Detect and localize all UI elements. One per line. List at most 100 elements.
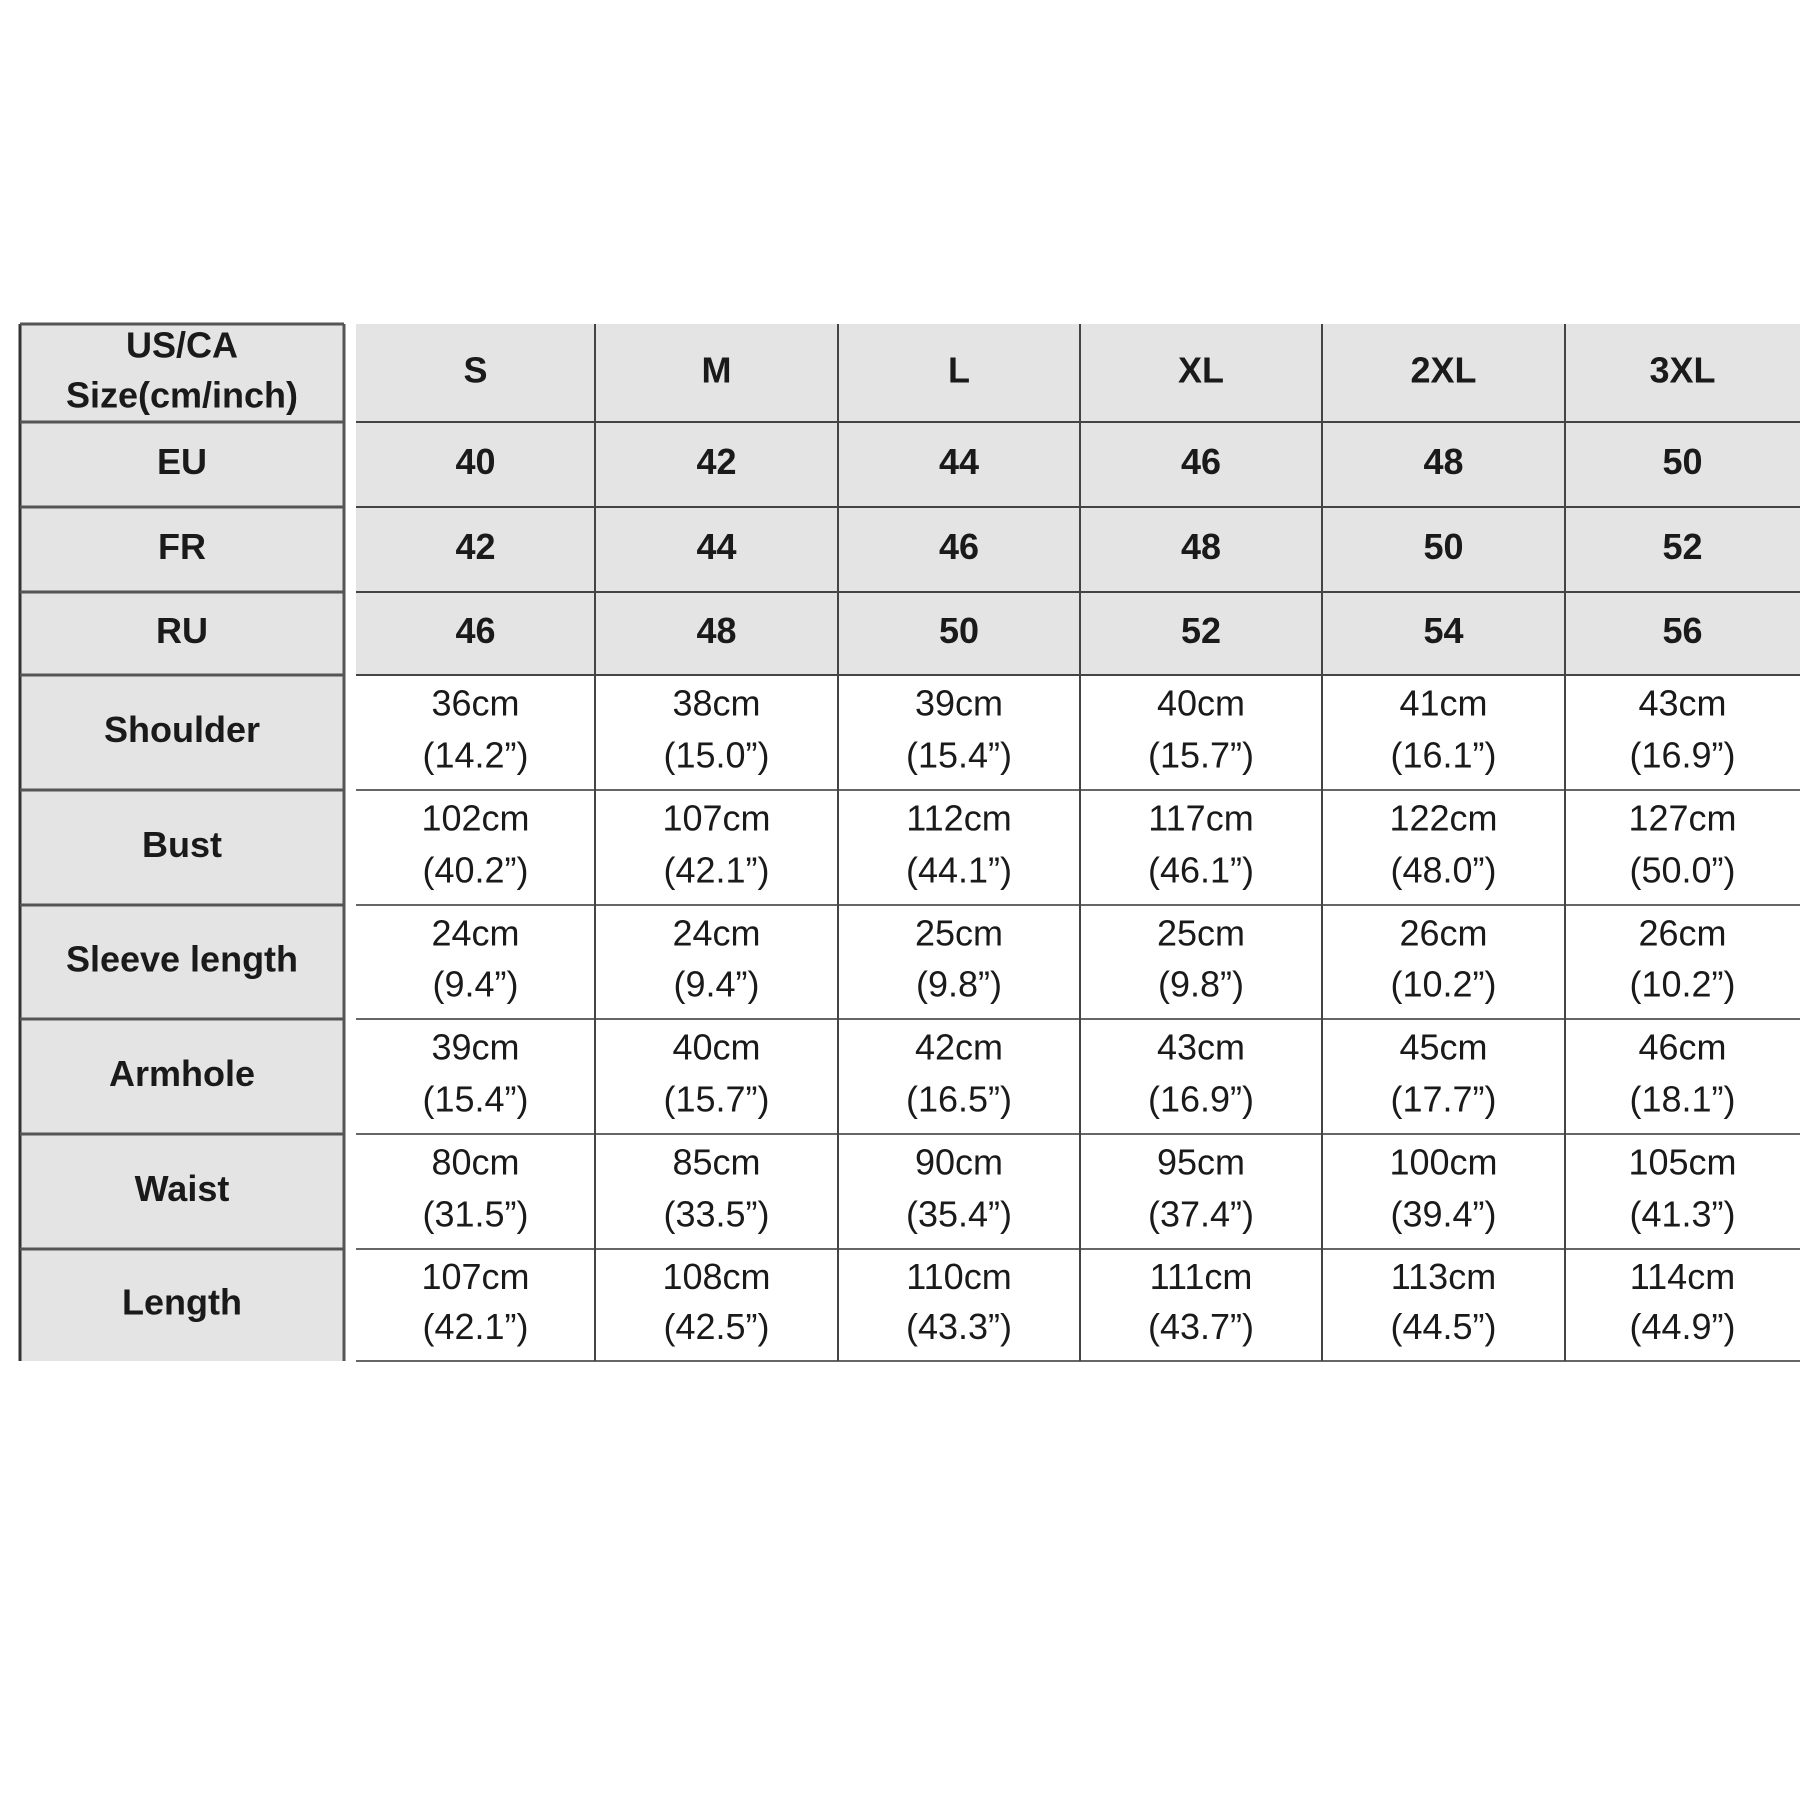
row-label: EU [157,441,207,482]
row-label: Bust [142,824,222,865]
cm-value: 42cm [915,1027,1003,1068]
inch-value: (16.9”) [1148,1078,1254,1119]
size-value: 46 [939,526,979,567]
row-label: RU [156,610,208,651]
inch-value: (31.5”) [422,1193,528,1234]
inch-value: (50.0”) [1629,849,1735,890]
size-header: S [463,350,487,391]
size-value: 46 [1181,441,1221,482]
inch-value: (14.2”) [422,734,528,775]
cm-value: 43cm [1157,1027,1245,1068]
cm-value: 113cm [1391,1256,1496,1297]
inch-value: (16.5”) [906,1078,1012,1119]
inch-value: (44.5”) [1390,1306,1496,1347]
cm-value: 24cm [672,912,760,953]
inch-value: (44.1”) [906,849,1012,890]
label-column-bg [20,324,344,1361]
inch-value: (15.0”) [663,734,769,775]
cm-value: 46cm [1638,1027,1726,1068]
cm-value: 26cm [1638,912,1726,953]
size-header: L [948,350,970,391]
size-value: 54 [1423,610,1463,651]
inch-value: (15.7”) [1148,734,1254,775]
cm-value: 85cm [672,1142,760,1183]
cm-value: 40cm [672,1027,760,1068]
cm-value: 107cm [421,1256,529,1297]
corner-label: Size(cm/inch) [66,375,298,416]
row-label: Waist [135,1168,230,1209]
cm-value: 100cm [1389,1142,1497,1183]
inch-value: (15.4”) [422,1078,528,1119]
cm-value: 26cm [1399,912,1487,953]
row-label: FR [158,526,206,567]
cm-value: 39cm [915,683,1003,724]
cm-value: 102cm [421,798,529,839]
inch-value: (48.0”) [1390,849,1496,890]
cm-value: 39cm [431,1027,519,1068]
inch-value: (10.2”) [1390,964,1496,1005]
cm-value: 38cm [672,683,760,724]
size-value: 52 [1181,610,1221,651]
row-label: Sleeve length [66,939,298,980]
size-value: 48 [1181,526,1221,567]
cm-value: 107cm [662,798,770,839]
row-label: Armhole [109,1053,255,1094]
inch-value: (44.9”) [1629,1306,1735,1347]
cm-value: 111cm [1150,1256,1253,1297]
cm-value: 110cm [906,1256,1011,1297]
cm-value: 36cm [431,683,519,724]
size-value: 46 [455,610,495,651]
inch-value: (15.4”) [906,734,1012,775]
inch-value: (15.7”) [663,1078,769,1119]
inch-value: (10.2”) [1629,964,1735,1005]
inch-value: (42.1”) [422,1306,528,1347]
inch-value: (9.8”) [916,964,1002,1005]
inch-value: (46.1”) [1148,849,1254,890]
cm-value: 25cm [915,912,1003,953]
row-label: Shoulder [104,709,260,750]
cm-value: 41cm [1399,683,1487,724]
cm-value: 25cm [1157,912,1245,953]
header-bg [356,324,1800,675]
size-value: 50 [1662,441,1702,482]
inch-value: (16.9”) [1629,734,1735,775]
inch-value: (18.1”) [1629,1078,1735,1119]
inch-value: (42.1”) [663,849,769,890]
size-header: M [702,350,732,391]
inch-value: (37.4”) [1148,1193,1254,1234]
cm-value: 43cm [1638,683,1726,724]
cm-value: 122cm [1389,798,1497,839]
cm-value: 114cm [1630,1256,1735,1297]
inch-value: (17.7”) [1390,1078,1496,1119]
row-label: Length [122,1282,242,1323]
cm-value: 90cm [915,1142,1003,1183]
inch-value: (9.4”) [432,964,518,1005]
inch-value: (40.2”) [422,849,528,890]
cm-value: 95cm [1157,1142,1245,1183]
cm-value: 40cm [1157,683,1245,724]
cm-value: 24cm [431,912,519,953]
size-value: 50 [939,610,979,651]
cm-value: 105cm [1628,1142,1736,1183]
inch-value: (9.4”) [673,964,759,1005]
cm-value: 80cm [431,1142,519,1183]
inch-value: (35.4”) [906,1193,1012,1234]
inch-value: (43.3”) [906,1306,1012,1347]
cm-value: 117cm [1148,798,1253,839]
size-value: 48 [1423,441,1463,482]
size-header: XL [1178,350,1224,391]
size-header: 2XL [1410,350,1476,391]
size-value: 52 [1662,526,1702,567]
size-header: 3XL [1649,350,1715,391]
inch-value: (16.1”) [1390,734,1496,775]
size-value: 48 [696,610,736,651]
cm-value: 108cm [662,1256,770,1297]
size-value: 44 [696,526,736,567]
size-value: 42 [455,526,495,567]
inch-value: (41.3”) [1629,1193,1735,1234]
inch-value: (43.7”) [1148,1306,1254,1347]
size-value: 42 [696,441,736,482]
size-value: 50 [1423,526,1463,567]
